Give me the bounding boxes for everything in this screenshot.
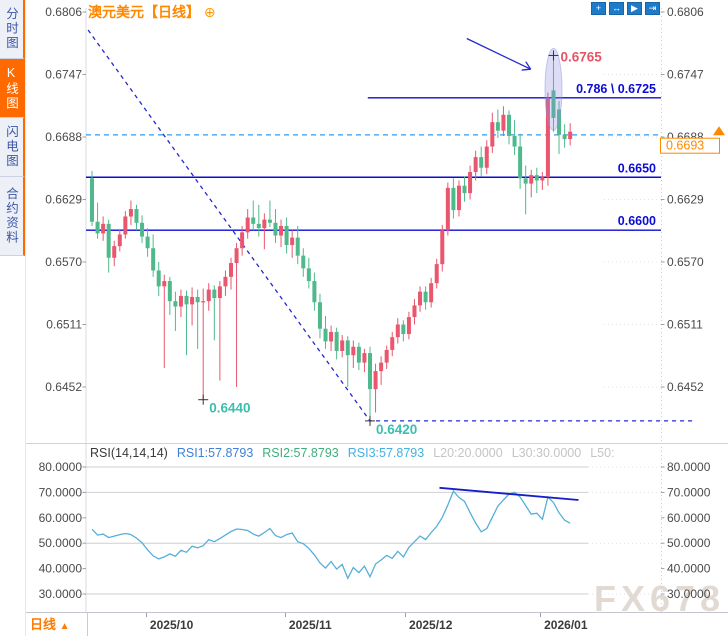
rsi-legend-item: RSI2:57.8793	[262, 446, 339, 460]
tab-lightning-chart[interactable]: 闪电图	[0, 118, 25, 177]
tab-time-chart[interactable]: 分时图	[0, 0, 25, 59]
date-label: 2026/01	[544, 618, 588, 632]
chart-text-label: 80.0000	[667, 460, 711, 474]
chart-text-label: 0.6440	[209, 401, 250, 416]
fit-width-icon[interactable]: ↔	[609, 2, 624, 15]
period-selector-label: 日线	[30, 617, 57, 632]
time-axis-bar: 日线 ▲ 2025/10 2025/11 2025/12 2026/01	[0, 612, 728, 636]
chart-text-label: 40.0000	[667, 562, 711, 576]
chart-text-label: 70.0000	[667, 485, 711, 499]
chart-text-label: 0.6765	[560, 49, 602, 64]
chart-text-label: 0.6747	[45, 68, 82, 82]
date-label: 2025/11	[288, 618, 332, 632]
chart-text-label: 0.6629	[45, 192, 82, 206]
chart-text-label: 0.6806	[667, 5, 704, 19]
scroll-right-icon[interactable]: ⇥	[645, 2, 660, 15]
chart-text-label: 0.6452	[667, 380, 704, 394]
chart-text-label: 40.0000	[39, 562, 83, 576]
month-tick	[405, 613, 407, 617]
chart-text-label: 60.0000	[667, 511, 711, 525]
date-label: 2025/12	[409, 618, 453, 632]
chart-text-label: 0.6650	[618, 161, 656, 175]
chart-text-label: 0.6629	[667, 192, 704, 206]
chart-text-label: 0.786 \ 0.6725	[576, 82, 656, 96]
chart-text-label: 0.6570	[667, 255, 704, 269]
tab-contract-info[interactable]: 合约资料	[0, 177, 25, 256]
chart-text-label: 0.6511	[46, 317, 82, 331]
triangle-up-icon: ▲	[59, 621, 70, 632]
rsi-legend-item: L30:30.0000	[511, 446, 582, 460]
period-badge: 【日线】	[144, 4, 200, 20]
current-price-box	[660, 137, 720, 154]
date-label: 2025/10	[149, 618, 194, 632]
rsi-legend-item: RSI1:57.8793	[176, 446, 254, 460]
chart-text-label: 0.6693	[666, 139, 704, 153]
rsi-legend-item: L20:20.0000	[433, 446, 503, 460]
chart-settings-icon[interactable]: ⊕	[203, 4, 216, 20]
crosshair-icon[interactable]: +	[591, 2, 606, 15]
left-rail: 分时图 K线图 闪电图 合约资料	[0, 0, 26, 636]
chart-toolbar: + ↔ ▶ ⇥	[591, 2, 660, 15]
chart-text-label: 0.6452	[45, 380, 82, 394]
chart-text-label: 0.6747	[667, 68, 704, 82]
symbol-name: 澳元美元	[88, 4, 144, 20]
month-tick	[145, 613, 147, 617]
chart-text-label: 0.6806	[45, 5, 82, 19]
chart-type-tabs: 分时图 K线图 闪电图 合约资料	[0, 0, 25, 256]
period-selector[interactable]: 日线 ▲	[0, 613, 88, 636]
chart-text-label: 0.6688	[45, 130, 82, 144]
chart-text-label: 0.6511	[667, 317, 703, 331]
chart-text-label: 30.0000	[667, 587, 711, 601]
rsi-legend: RSI1:57.8793 RSI2:57.8793 RSI3:57.8793 L20:…	[177, 446, 615, 460]
tab-candle-chart[interactable]: K线图	[0, 59, 25, 118]
chart-text-label: 70.0000	[39, 485, 83, 499]
rsi-legend-item: RSI3:57.8793	[347, 446, 425, 460]
chart-title: 澳元美元【日线】 ⊕	[88, 2, 216, 22]
rsi-header: RSI(14,14,14) RSI1:57.8793 RSI2:57.8793 RS…	[90, 446, 726, 460]
rsi-chart-canvas[interactable]: 80.0000 80.0000 70.0000 70.0000 60.0000 60.00…	[26, 443, 728, 612]
month-tick	[540, 613, 542, 617]
chart-text-label: 50.0000	[39, 536, 83, 550]
chart-text-label: 0.6420	[376, 422, 417, 437]
rsi-title: RSI(14,14,14)	[90, 446, 168, 460]
zoom-chart-icon[interactable]: ▶	[627, 2, 642, 15]
chart-text-label: 80.0000	[39, 460, 83, 474]
month-tick	[284, 613, 286, 617]
pane-divider	[26, 443, 728, 444]
chart-text-label: 60.0000	[39, 511, 83, 525]
rsi-legend-item: L50:	[590, 446, 615, 460]
chart-text-label: 0.6600	[618, 214, 656, 228]
chart-text-label: 50.0000	[667, 536, 711, 550]
chart-text-label: 0.6570	[45, 255, 82, 269]
chart-text-label: 30.0000	[39, 587, 83, 601]
